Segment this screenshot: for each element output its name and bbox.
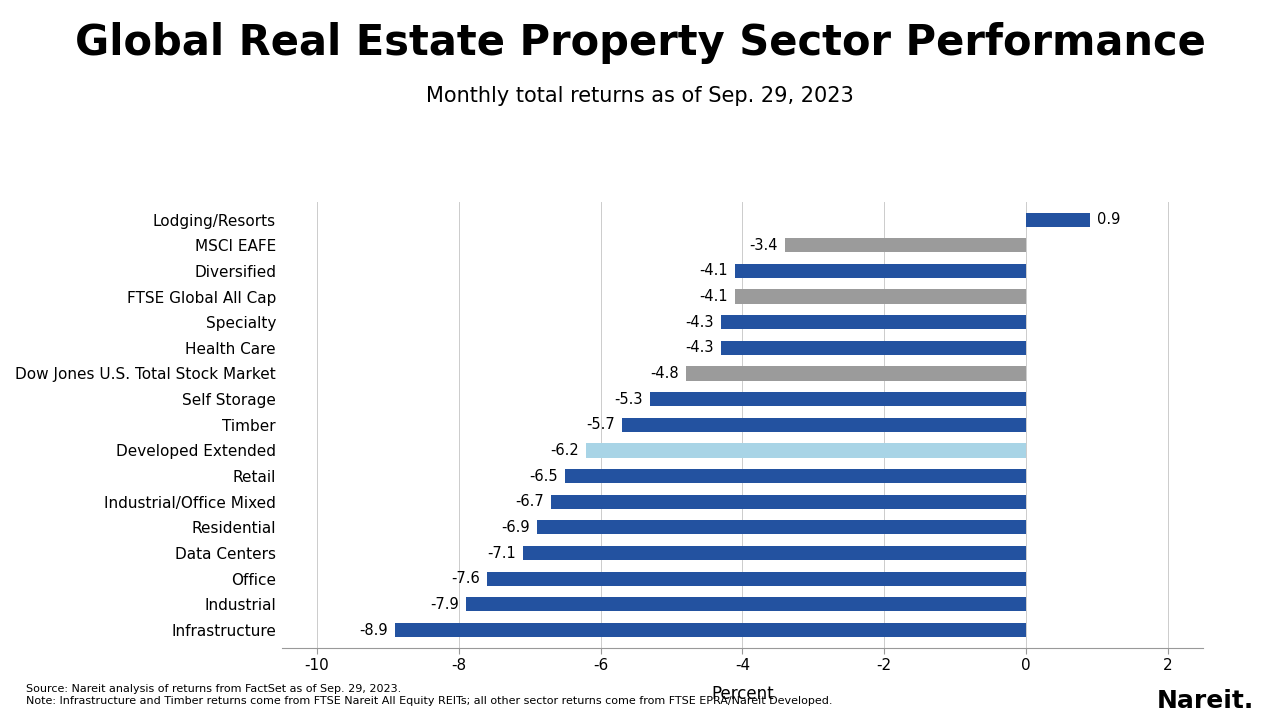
- Text: -4.1: -4.1: [700, 264, 728, 279]
- Text: Nareit.: Nareit.: [1157, 689, 1254, 713]
- Text: Monthly total returns as of Sep. 29, 2023: Monthly total returns as of Sep. 29, 202…: [426, 86, 854, 107]
- Bar: [466, 598, 1027, 611]
- Bar: [396, 623, 1027, 637]
- Text: -5.3: -5.3: [614, 392, 643, 407]
- Bar: [550, 495, 1027, 509]
- Text: -4.1: -4.1: [700, 289, 728, 304]
- Bar: [686, 366, 1027, 381]
- Text: -6.2: -6.2: [550, 443, 580, 458]
- Text: -7.9: -7.9: [430, 597, 458, 612]
- Text: -6.5: -6.5: [530, 469, 558, 484]
- Bar: [622, 418, 1027, 432]
- Text: -4.8: -4.8: [650, 366, 678, 381]
- Text: -7.1: -7.1: [486, 546, 516, 561]
- Text: Source: Nareit analysis of returns from FactSet as of Sep. 29, 2023.
Note: Infra: Source: Nareit analysis of returns from …: [26, 684, 832, 706]
- Text: -7.6: -7.6: [452, 571, 480, 586]
- Bar: [721, 341, 1027, 355]
- Bar: [586, 444, 1027, 457]
- Bar: [536, 521, 1027, 534]
- Bar: [735, 289, 1027, 304]
- Text: -6.9: -6.9: [500, 520, 530, 535]
- Text: -8.9: -8.9: [360, 623, 388, 637]
- X-axis label: Percent: Percent: [712, 685, 773, 703]
- Bar: [566, 469, 1027, 483]
- Text: -5.7: -5.7: [586, 418, 614, 432]
- Text: 0.9: 0.9: [1097, 212, 1120, 227]
- Bar: [488, 572, 1027, 586]
- Text: -6.7: -6.7: [515, 494, 544, 509]
- Bar: [735, 264, 1027, 278]
- Text: -4.3: -4.3: [686, 341, 714, 356]
- Bar: [721, 315, 1027, 329]
- Text: Global Real Estate Property Sector Performance: Global Real Estate Property Sector Perfo…: [74, 22, 1206, 63]
- Bar: [650, 392, 1027, 406]
- Text: -4.3: -4.3: [686, 315, 714, 330]
- Bar: [522, 546, 1027, 560]
- Bar: [785, 238, 1027, 252]
- Bar: [1027, 212, 1089, 227]
- Text: -3.4: -3.4: [749, 238, 778, 253]
